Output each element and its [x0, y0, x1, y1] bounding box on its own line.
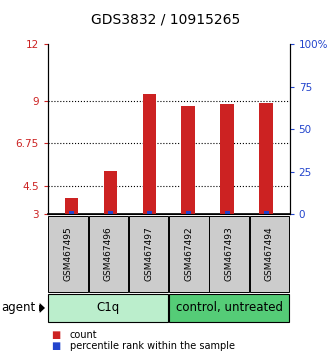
Bar [69, 211, 74, 214]
Text: count: count [70, 330, 97, 339]
Text: GSM467495: GSM467495 [64, 227, 72, 281]
Bar [104, 171, 117, 214]
Bar [264, 211, 268, 214]
Bar [147, 211, 152, 214]
Text: GSM467492: GSM467492 [184, 227, 193, 281]
Text: GDS3832 / 10915265: GDS3832 / 10915265 [91, 12, 240, 27]
Text: percentile rank within the sample: percentile rank within the sample [70, 341, 234, 351]
Bar [143, 94, 156, 214]
Text: control, untreated: control, untreated [176, 302, 283, 314]
Text: C1q: C1q [97, 302, 120, 314]
Bar [65, 198, 78, 214]
Bar [186, 211, 191, 214]
Text: GSM467497: GSM467497 [144, 227, 153, 281]
Bar [220, 104, 234, 214]
Bar [260, 103, 273, 214]
Bar [108, 211, 113, 214]
Bar [225, 211, 230, 214]
Text: agent: agent [2, 302, 36, 314]
Text: GSM467494: GSM467494 [265, 227, 274, 281]
Text: GSM467493: GSM467493 [225, 227, 234, 281]
Text: ■: ■ [51, 341, 61, 351]
Bar [181, 105, 195, 214]
Text: GSM467496: GSM467496 [104, 227, 113, 281]
Text: ■: ■ [51, 330, 61, 339]
